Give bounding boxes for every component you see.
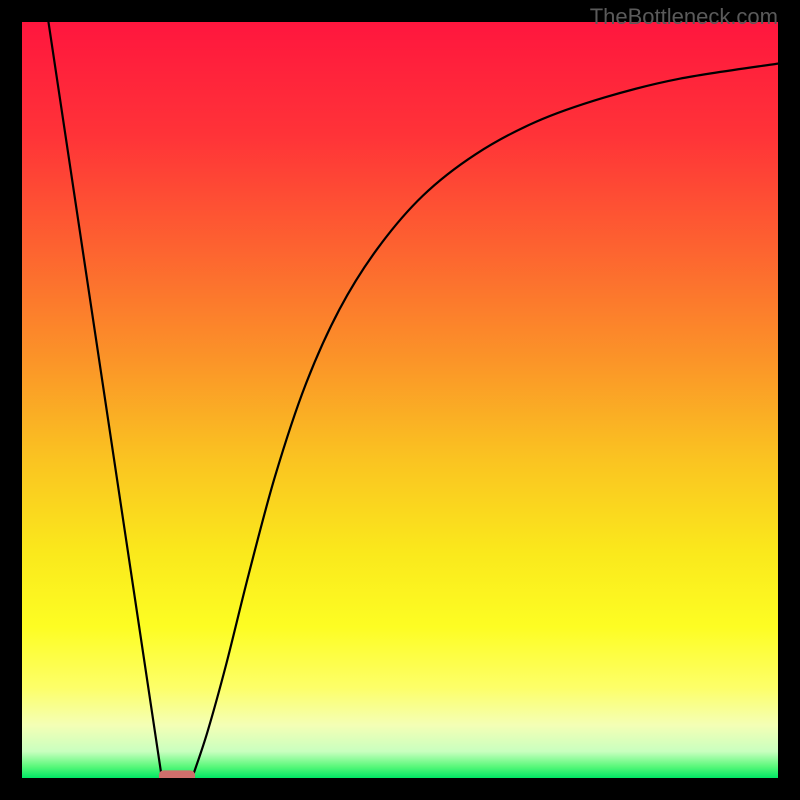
bottleneck-chart [22, 22, 778, 778]
minimum-marker [159, 770, 195, 778]
watermark-text: TheBottleneck.com [590, 4, 778, 30]
chart-svg [22, 22, 778, 778]
gradient-background [22, 22, 778, 778]
